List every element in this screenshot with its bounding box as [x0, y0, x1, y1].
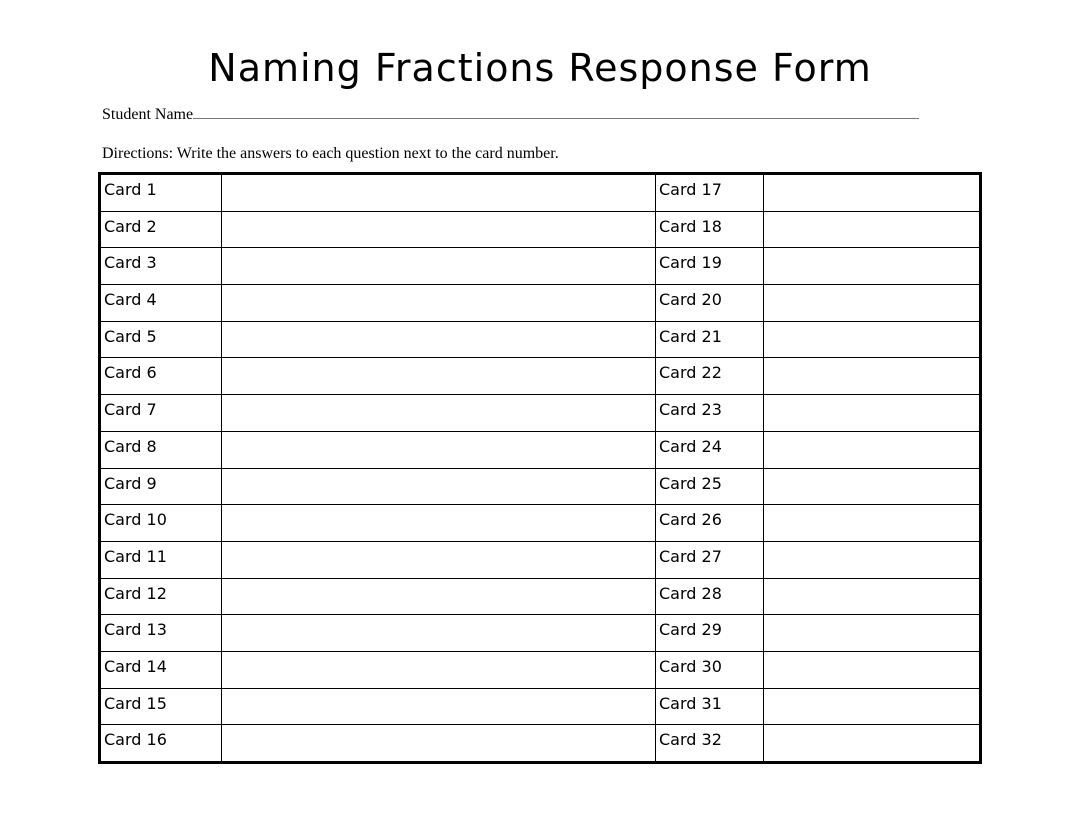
card-label: Card 21	[655, 320, 764, 359]
table-row: Card 15 Card 31	[99, 687, 981, 726]
page-title: Naming Fractions Response Form	[208, 46, 872, 90]
card-label: Card 6	[99, 357, 222, 396]
card-label: Card 14	[99, 650, 222, 689]
answer-cell[interactable]	[221, 247, 656, 286]
card-label: Card 19	[655, 247, 764, 286]
card-label: Card 9	[99, 467, 222, 506]
card-label: Card 3	[99, 247, 222, 286]
card-label: Card 1	[99, 173, 222, 212]
table-row: Card 7 Card 23	[99, 394, 981, 432]
card-label: Card 12	[99, 577, 222, 616]
card-label: Card 7	[99, 394, 222, 432]
answer-cell[interactable]	[221, 320, 656, 359]
card-label: Card 10	[99, 504, 222, 542]
answer-cell[interactable]	[221, 210, 656, 249]
student-name-field[interactable]: Student Name	[102, 104, 920, 124]
answer-cell[interactable]	[763, 687, 981, 726]
card-label: Card 8	[99, 430, 222, 469]
answer-cell[interactable]	[221, 577, 656, 616]
table-row: Card 12 Card 28	[99, 577, 981, 616]
answer-cell[interactable]	[763, 320, 981, 359]
card-label: Card 26	[655, 504, 764, 542]
answer-cell[interactable]	[221, 724, 656, 763]
table-row: Card 6 Card 22	[99, 357, 981, 396]
response-table: Card 1 Card 17 Card 2 Card 18 Card 3 Card 19 C…	[98, 172, 982, 764]
table-row: Card 16 Card 32	[99, 724, 981, 763]
card-label: Card 13	[99, 614, 222, 652]
card-label: Card 29	[655, 614, 764, 652]
card-label: Card 32	[655, 724, 764, 763]
table-row: Card 5 Card 21	[99, 320, 981, 359]
answer-cell[interactable]	[763, 284, 981, 322]
answer-cell[interactable]	[221, 687, 656, 726]
answer-cell[interactable]	[221, 467, 656, 506]
answer-cell[interactable]	[763, 210, 981, 249]
answer-cell[interactable]	[221, 357, 656, 396]
answer-cell[interactable]	[763, 504, 981, 542]
student-name-label: Student Name	[102, 106, 194, 123]
answer-cell[interactable]	[763, 430, 981, 469]
card-label: Card 15	[99, 687, 222, 726]
answer-cell[interactable]	[221, 173, 656, 212]
answer-cell[interactable]	[763, 467, 981, 506]
table-row: Card 11 Card 27	[99, 540, 981, 579]
card-label: Card 25	[655, 467, 764, 506]
answer-cell[interactable]	[221, 540, 656, 579]
directions: Directions: Write the answers to each qu…	[102, 145, 559, 162]
card-label: Card 27	[655, 540, 764, 579]
card-label: Card 23	[655, 394, 764, 432]
answer-cell[interactable]	[221, 614, 656, 652]
card-label: Card 16	[99, 724, 222, 763]
answer-cell[interactable]	[763, 577, 981, 616]
table-row: Card 13 Card 29	[99, 614, 981, 652]
answer-cell[interactable]	[763, 650, 981, 689]
answer-cell[interactable]	[221, 650, 656, 689]
table-row: Card 10 Card 26	[99, 504, 981, 542]
table-row: Card 2 Card 18	[99, 210, 981, 249]
answer-cell[interactable]	[763, 173, 981, 212]
table-row: Card 3 Card 19	[99, 247, 981, 286]
card-label: Card 18	[655, 210, 764, 249]
card-label: Card 5	[99, 320, 222, 359]
answer-cell[interactable]	[763, 540, 981, 579]
answer-cell[interactable]	[221, 504, 656, 542]
card-label: Card 22	[655, 357, 764, 396]
card-label: Card 2	[99, 210, 222, 249]
answer-cell[interactable]	[763, 394, 981, 432]
card-label: Card 11	[99, 540, 222, 579]
answer-cell[interactable]	[763, 247, 981, 286]
card-label: Card 20	[655, 284, 764, 322]
answer-cell[interactable]	[763, 357, 981, 396]
table-row: Card 1 Card 17	[99, 173, 981, 212]
answer-cell[interactable]	[221, 284, 656, 322]
answer-cell[interactable]	[763, 724, 981, 763]
table-row: Card 4 Card 20	[99, 284, 981, 322]
table-row: Card 14 Card 30	[99, 650, 981, 689]
student-name-line[interactable]	[193, 104, 920, 119]
answer-cell[interactable]	[221, 430, 656, 469]
card-label: Card 24	[655, 430, 764, 469]
answer-cell[interactable]	[221, 394, 656, 432]
table-row: Card 9 Card 25	[99, 467, 981, 506]
card-label: Card 30	[655, 650, 764, 689]
card-label: Card 28	[655, 577, 764, 616]
table-row: Card 8 Card 24	[99, 430, 981, 469]
answer-cell[interactable]	[763, 614, 981, 652]
card-label: Card 4	[99, 284, 222, 322]
card-label: Card 31	[655, 687, 764, 726]
card-label: Card 17	[655, 173, 764, 212]
